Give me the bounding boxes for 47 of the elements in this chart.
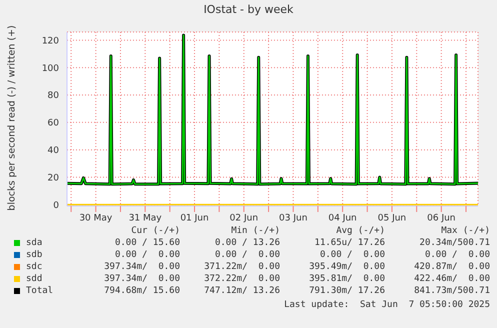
legend-label: sda (26, 238, 42, 248)
text: 0.00 / 0.00 (114, 250, 180, 260)
y-axis-title: blocks per second read (-) / written (+) (6, 25, 18, 211)
x-tick-label: 04 Jun (328, 213, 357, 224)
text: 747.12m/ 13.26 (203, 286, 280, 296)
y-tick-label: 60 (48, 118, 60, 129)
text: 0.00 / 13.26 (214, 238, 280, 248)
text: 397.34m/ 0.00 (103, 274, 180, 284)
text: Max (-/+) (440, 226, 490, 236)
y-tick-label: 80 (48, 91, 60, 102)
text: 11.65u/ 17.26 (314, 238, 385, 248)
text: 20.34m/500.71 (418, 238, 490, 248)
y-tick-label: 40 (48, 146, 60, 156)
chart-title: IOstat - by week (202, 3, 294, 16)
legend-label: sdd (26, 274, 42, 284)
text: 0.00 / 0.00 (318, 250, 385, 260)
y-tick-label: 100 (42, 64, 60, 74)
legend-label: Total (26, 286, 54, 296)
text: 397.34m/ 0.00 (103, 262, 180, 272)
text: Last update: Sat Jun 7 05:50:00 2025 (283, 300, 490, 310)
x-tick-label: 03 Jun (279, 213, 308, 224)
text: 841.73m/500.71 (413, 286, 490, 296)
x-tick-label: 06 Jun (427, 213, 456, 224)
x-tick-label: 02 Jun (230, 213, 258, 224)
text: 422.46m/ 0.00 (413, 274, 490, 284)
text: 372.22m/ 0.00 (203, 274, 280, 284)
text: 420.87m/ 0.00 (413, 262, 490, 272)
legend-label: sdb (26, 250, 42, 260)
text: 395.81m/ 0.00 (308, 274, 385, 284)
text: Avg (-/+) (335, 226, 385, 236)
x-tick-label: 05 Jun (378, 213, 406, 224)
text: 794.68m/ 15.60 (103, 286, 180, 296)
text: 0.00 / 0.00 (214, 250, 280, 260)
x-tick-label: 01 Jun (180, 213, 209, 224)
text: 791.30m/ 17.26 (308, 286, 385, 296)
text: 0.00 / 0.00 (424, 250, 490, 260)
text: Cur (-/+) (130, 226, 180, 236)
y-tick-label: 120 (42, 36, 60, 46)
text: 0.00 / 15.60 (114, 238, 180, 248)
text: 395.49m/ 0.00 (308, 262, 385, 272)
text: Min (-/+) (230, 226, 280, 236)
x-tick-label: 31 May (128, 213, 162, 224)
y-tick-label: 0 (53, 200, 60, 211)
text: 371.22m/ 0.00 (203, 262, 280, 272)
y-tick-label: 20 (48, 173, 60, 184)
legend-label: sdc (26, 262, 42, 272)
x-tick-label: 30 May (79, 213, 113, 224)
